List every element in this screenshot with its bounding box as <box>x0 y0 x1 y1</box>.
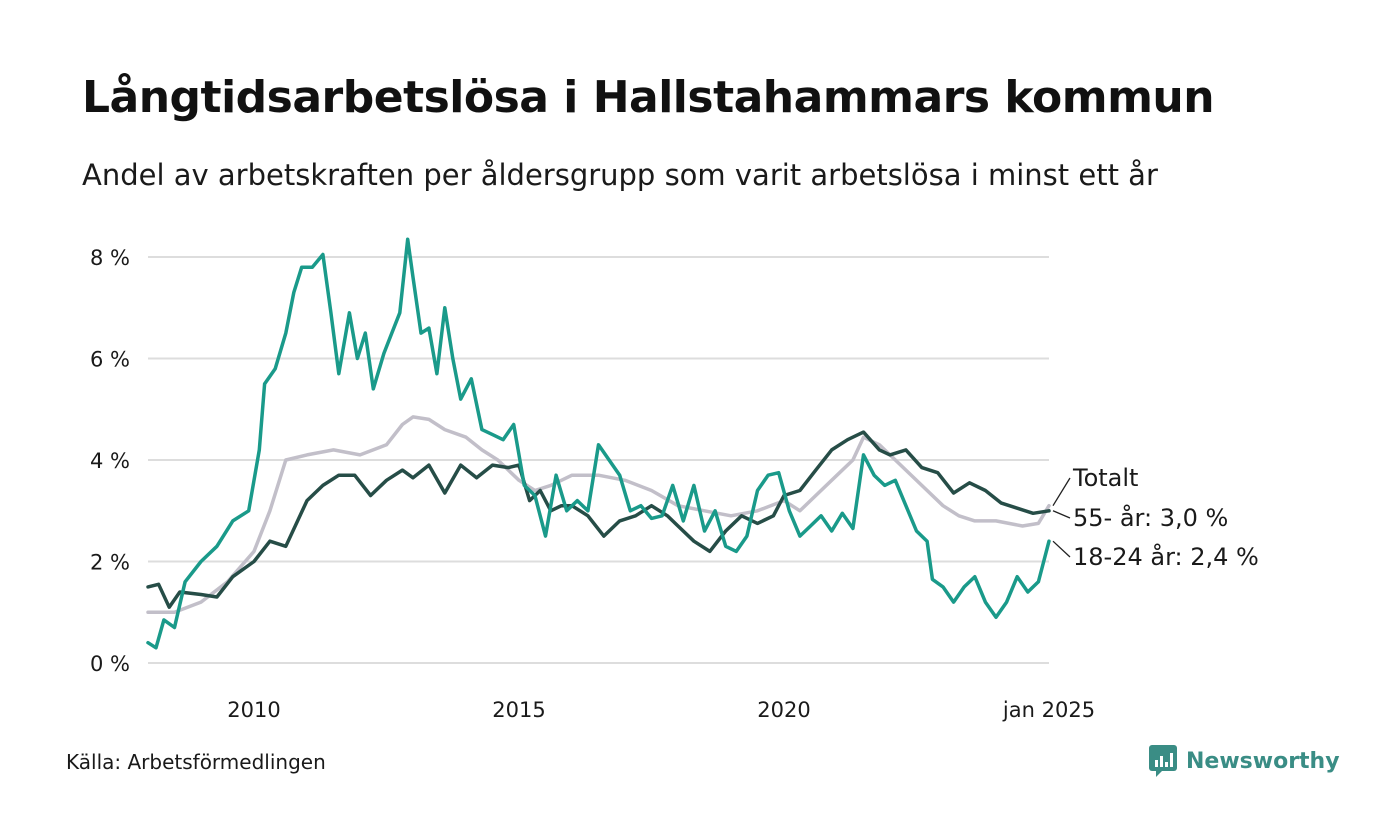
brand-name: Newsworthy <box>1186 748 1340 774</box>
series-label-young: 18-24 år: 2,4 % <box>1073 542 1259 571</box>
y-tick-label: 8 % <box>90 246 130 270</box>
series-lines <box>146 237 1051 650</box>
y-tick-label: 4 % <box>90 449 130 473</box>
series-line-young <box>146 237 1051 650</box>
x-tick-label: 2015 <box>492 698 545 722</box>
leader-line-young <box>1052 540 1071 558</box>
chart-title: Långtidsarbetslösa i Hallstahammars komm… <box>82 72 1215 123</box>
y-axis-ticks: 0 % 2 % 4 % 6 % 8 % <box>90 246 130 676</box>
grid-lines <box>148 256 1049 664</box>
y-tick-label: 0 % <box>90 652 130 676</box>
series-label-old: 55- år: 3,0 % <box>1073 503 1228 532</box>
leader-line-total <box>1052 477 1071 507</box>
x-tick-label: 2010 <box>227 698 280 722</box>
y-tick-label: 6 % <box>90 348 130 372</box>
x-axis-ticks: 2010 2015 2020 jan 2025 <box>227 698 1095 722</box>
series-line-total <box>146 415 1051 615</box>
series-line-old <box>146 430 1051 609</box>
series-end-labels: Totalt 55- år: 3,0 % 18-24 år: 2,4 % <box>1052 464 1259 571</box>
brand-logo: Newsworthy <box>1148 744 1340 778</box>
newsworthy-logo-icon <box>1149 745 1177 777</box>
y-tick-label: 2 % <box>90 551 130 575</box>
x-tick-label: jan 2025 <box>1002 698 1095 722</box>
source-note: Källa: Arbetsförmedlingen <box>66 750 326 774</box>
series-label-total: Totalt <box>1072 464 1138 492</box>
chart-subtitle: Andel av arbetskraften per åldersgrupp s… <box>82 158 1158 192</box>
leader-line-old <box>1052 510 1071 519</box>
x-tick-label: 2020 <box>757 698 810 722</box>
